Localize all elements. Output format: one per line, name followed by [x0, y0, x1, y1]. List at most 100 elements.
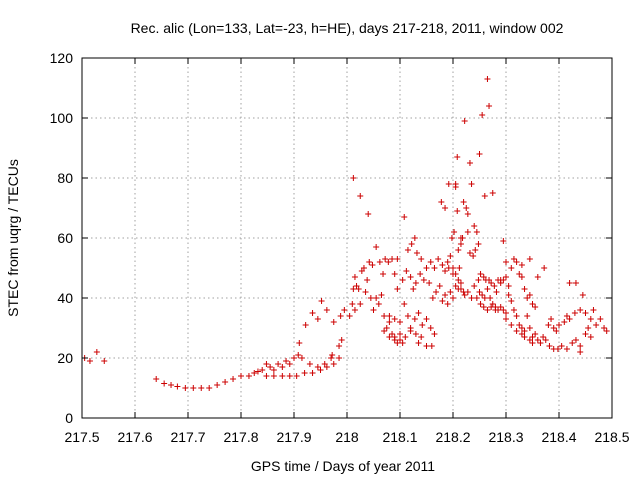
data-point — [518, 325, 525, 331]
data-point — [380, 271, 387, 277]
data-point — [279, 373, 286, 379]
data-point — [198, 385, 205, 391]
data-point — [597, 316, 604, 322]
data-point — [566, 316, 573, 322]
data-point — [488, 304, 495, 310]
data-point — [508, 265, 515, 271]
data-point — [529, 301, 536, 307]
x-tick-labels: 217.5 217.6 217.7 217.8 217.9 218 218.1 218.2 21… — [64, 429, 629, 445]
data-point — [408, 241, 415, 247]
data-point — [251, 370, 258, 376]
data-point — [283, 358, 290, 364]
data-point — [411, 235, 418, 241]
data-point — [521, 334, 528, 340]
data-point — [518, 274, 525, 280]
data-point — [314, 364, 321, 370]
data-point — [500, 238, 507, 244]
data-point — [413, 250, 420, 256]
data-point — [577, 349, 584, 355]
data-point — [293, 373, 300, 379]
data-point — [505, 283, 512, 289]
data-point — [457, 241, 464, 247]
x-tick-label: 218.5 — [594, 429, 629, 445]
y-axis-label: STEC from uqrg / TECUs — [5, 159, 21, 317]
data-points — [81, 76, 610, 391]
data-point — [452, 181, 459, 187]
data-point — [423, 265, 430, 271]
axis-ticks — [81, 57, 613, 419]
data-point — [497, 280, 504, 286]
data-point — [516, 322, 523, 328]
data-point — [436, 283, 443, 289]
data-point — [477, 301, 484, 307]
data-point — [464, 289, 471, 295]
data-point — [174, 383, 181, 390]
data-point — [206, 385, 213, 391]
data-point — [473, 229, 480, 235]
data-point — [461, 292, 468, 298]
data-point — [336, 343, 343, 349]
data-point — [412, 280, 419, 286]
data-point — [563, 313, 570, 319]
data-point — [317, 367, 324, 373]
data-point — [500, 277, 507, 283]
data-point — [376, 259, 383, 265]
data-point — [518, 331, 525, 337]
x-axis-label: GPS time / Days of year 2011 — [251, 458, 435, 474]
data-point — [461, 118, 468, 124]
x-tick-label: 218.1 — [382, 429, 417, 445]
data-point — [309, 310, 316, 316]
data-point — [526, 325, 533, 331]
data-point — [513, 328, 520, 334]
data-point — [510, 256, 517, 262]
data-point — [475, 277, 482, 283]
data-point — [556, 322, 562, 328]
data-point — [306, 361, 313, 367]
data-point — [510, 307, 517, 313]
data-point — [451, 229, 458, 235]
data-point — [427, 259, 434, 265]
data-point — [524, 295, 531, 301]
data-point — [468, 181, 475, 187]
data-point — [382, 256, 389, 262]
data-point — [460, 199, 467, 205]
data-point — [476, 289, 483, 295]
data-point — [364, 277, 371, 283]
data-point — [214, 382, 221, 388]
data-point — [480, 304, 487, 310]
data-point — [291, 355, 297, 361]
data-point — [330, 319, 337, 325]
data-point — [513, 313, 520, 319]
data-point — [350, 175, 357, 181]
data-point — [401, 214, 408, 220]
data-point — [381, 328, 388, 334]
data-point — [286, 361, 293, 367]
data-point — [391, 334, 398, 340]
data-point — [407, 325, 414, 331]
data-point — [153, 376, 160, 382]
data-point — [375, 301, 382, 307]
y-tick-label: 20 — [57, 350, 73, 366]
data-point — [452, 283, 459, 289]
data-point — [438, 199, 445, 205]
data-point — [394, 340, 401, 346]
data-point — [394, 286, 401, 292]
x-tick-label: 217.7 — [170, 429, 205, 445]
data-point — [554, 346, 561, 352]
data-point — [389, 256, 396, 262]
data-point — [397, 331, 403, 337]
data-point — [397, 337, 403, 343]
data-point — [328, 355, 335, 361]
data-point — [341, 307, 348, 313]
data-point — [279, 364, 286, 370]
data-point — [516, 271, 523, 277]
data-point — [407, 274, 414, 280]
data-point — [513, 259, 520, 265]
data-point — [445, 181, 452, 187]
data-point — [450, 295, 456, 301]
data-point — [484, 307, 491, 313]
data-point — [323, 307, 330, 313]
data-point — [190, 385, 197, 391]
data-point — [477, 271, 484, 277]
data-point — [561, 319, 568, 325]
